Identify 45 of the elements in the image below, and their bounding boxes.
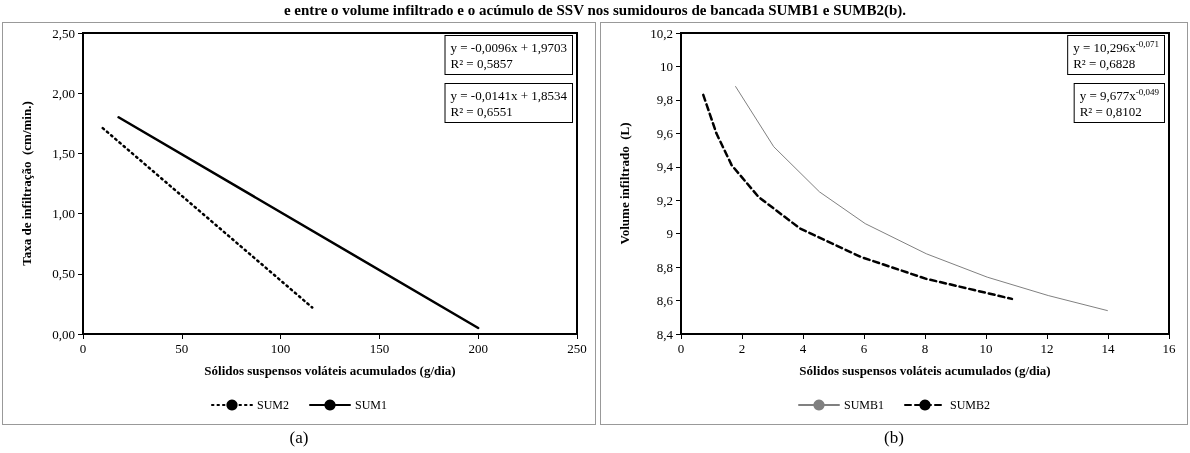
x-tick-label: 16: [1162, 341, 1176, 356]
y-tick-label: 1,50: [52, 145, 75, 161]
x-tick-label: 200: [468, 341, 488, 356]
x-tick-label: 150: [369, 341, 390, 356]
y-tick-label: 8,6: [656, 293, 674, 309]
x-tick-label: 50: [175, 341, 189, 356]
y-axis-title: Taxa de infiltração (cm/min.): [19, 101, 34, 266]
y-tick-label: 9,6: [656, 125, 674, 141]
y-tick-label: 8,4: [656, 326, 674, 342]
y-tick-label: 9,2: [656, 192, 673, 208]
x-tick-label: 4: [799, 341, 807, 356]
y-tick-label: 2,50: [52, 25, 75, 41]
y-tick-label: 10: [660, 58, 673, 74]
y-tick-label: 9: [666, 226, 673, 242]
y-tick-label: 8,8: [656, 259, 673, 275]
annotation: y = -0,0096x + 1,9703 R² = 0,5857: [450, 39, 568, 71]
x-tick-label: 250: [567, 341, 587, 356]
line-series: [702, 93, 1014, 301]
legend-label: SUMB1: [843, 398, 884, 412]
y-tick-label: 9,8: [656, 92, 673, 108]
legend-label: SUMB2: [950, 398, 991, 412]
x-tick-label: 6: [860, 341, 868, 356]
x-axis-title: Sólidos suspensos voláteis acumulados (g/dia): [799, 363, 1051, 378]
x-tick-label: 12: [1040, 341, 1054, 356]
y-tick-label: 1,00: [52, 206, 75, 222]
y-tick-label: 0,00: [52, 326, 75, 342]
legend-label: SUM1: [355, 398, 388, 412]
y-tick-label: 2,00: [52, 85, 75, 101]
chart-title: e entre o volume infiltrado e o acúmulo de SSV nos sumidouros de bancada SUMB1 e SUMB2(b).: [282, 1, 908, 20]
x-tick-label: 0: [677, 341, 685, 356]
x-tick-label: 2: [738, 341, 746, 356]
y-tick-label: 10,2: [650, 25, 673, 41]
x-tick-label: 0: [79, 341, 87, 356]
y-tick-label: 0,50: [52, 266, 75, 282]
x-axis-title: Sólidos suspensos voláteis acumulados (g/dia): [204, 363, 456, 378]
x-tick-label: 10: [979, 341, 993, 356]
text: (a): [288, 428, 310, 448]
y-axis-title: Volume infiltrado (L): [617, 122, 632, 245]
y-tick-label: 9,4: [656, 159, 674, 175]
legend-label: SUM2: [256, 398, 290, 412]
text: (b): [883, 428, 905, 448]
x-tick-label: 14: [1101, 341, 1115, 356]
x-tick-label: 100: [270, 341, 291, 356]
annotation: y = -0,0141x + 1,8534 R² = 0,6551: [450, 87, 568, 119]
x-tick-label: 8: [921, 341, 929, 356]
